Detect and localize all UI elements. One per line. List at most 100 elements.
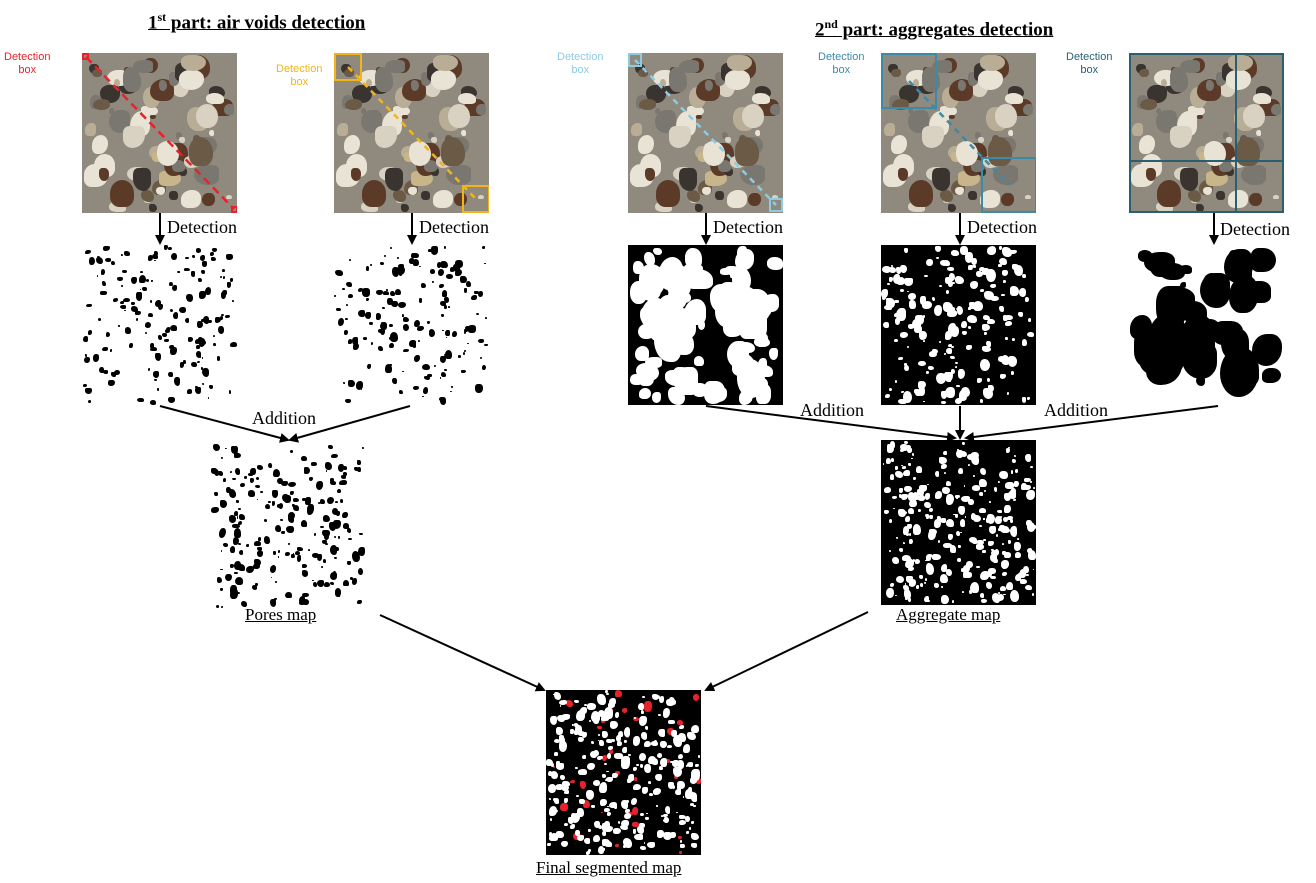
texture-blob — [1018, 312, 1023, 318]
texture-blob — [360, 107, 367, 115]
texture-blob — [239, 550, 243, 555]
texture-blob — [288, 543, 291, 545]
texture-blob — [474, 384, 483, 394]
texture-blob — [692, 694, 699, 702]
texture-blob — [1024, 484, 1031, 490]
texture-blob — [989, 501, 991, 503]
texture-blob — [213, 444, 220, 452]
texture-blob — [274, 525, 281, 532]
texture-blob — [922, 340, 926, 343]
texture-blob — [385, 364, 392, 373]
texture-blob — [114, 78, 120, 87]
texture-blob — [916, 316, 923, 321]
texture-blob — [269, 564, 277, 573]
texture-blob — [894, 380, 898, 383]
texture-blob — [900, 449, 904, 453]
texture-blob — [254, 583, 258, 587]
texture-blob — [1147, 85, 1167, 103]
texture-blob — [905, 596, 909, 601]
texture-blob — [932, 348, 939, 354]
texture-blob — [662, 813, 668, 817]
texture-blob — [352, 551, 360, 563]
texture-blob — [337, 317, 344, 327]
texture-blob — [965, 571, 972, 578]
final-map-label: Final segmented map — [536, 858, 682, 877]
texture-blob — [882, 266, 892, 274]
texture-blob — [704, 380, 726, 405]
texture-blob — [981, 82, 989, 88]
texture-blob — [691, 769, 700, 781]
texture-blob — [407, 186, 418, 196]
texture-blob — [970, 159, 985, 172]
texture-blob — [445, 274, 453, 279]
texture-blob — [136, 397, 144, 403]
texture-blob — [196, 103, 218, 128]
texture-blob — [439, 300, 446, 307]
detection-box-teal-start — [881, 53, 937, 109]
texture-blob — [961, 496, 970, 503]
texture-blob — [460, 369, 467, 374]
texture-blob — [638, 134, 655, 154]
texture-blob — [583, 799, 591, 808]
texture-blob — [289, 449, 293, 453]
texture-blob — [974, 131, 982, 139]
texture-blob — [421, 190, 431, 201]
texture-blob — [632, 736, 641, 746]
texture-blob — [980, 288, 985, 292]
texture-blob — [102, 346, 109, 352]
texture-blob — [624, 813, 631, 819]
texture-blob — [86, 303, 93, 308]
texture-blob — [889, 519, 893, 523]
texture-blob — [482, 246, 485, 250]
texture-blob — [998, 263, 1002, 267]
texture-blob — [924, 493, 931, 500]
texture-blob — [347, 537, 352, 540]
texture-blob — [398, 302, 406, 308]
texture-blob — [412, 252, 419, 259]
texture-blob — [175, 131, 183, 139]
texture-blob — [677, 780, 685, 789]
texture-blob — [443, 246, 446, 249]
texture-blob — [457, 355, 462, 359]
texture-blob — [715, 190, 725, 201]
texture-blob — [631, 821, 639, 828]
texture-blob — [630, 798, 638, 806]
step-detection-3: Detection — [713, 217, 783, 237]
texture-blob — [687, 190, 701, 203]
texture-blob — [654, 773, 663, 782]
texture-blob — [317, 501, 321, 505]
texture-blob — [904, 362, 908, 367]
texture-blob — [324, 461, 332, 471]
texture-blob — [907, 447, 912, 453]
texture-blob — [365, 297, 369, 301]
texture-blob — [954, 397, 962, 404]
texture-blob — [653, 247, 662, 256]
texture-blob — [597, 845, 605, 855]
texture-blob — [256, 465, 263, 470]
texture-blob — [889, 441, 895, 448]
texture-blob — [614, 752, 623, 759]
texture-blob — [421, 395, 424, 398]
texture-blob — [329, 571, 338, 581]
texture-blob — [634, 717, 637, 719]
texture-blob — [173, 376, 181, 386]
texture-blob — [912, 492, 919, 500]
texture-blob — [1193, 318, 1220, 340]
texture-blob — [936, 373, 946, 384]
texture-blob — [1001, 293, 1005, 297]
texture-blob — [954, 494, 960, 499]
texture-blob — [1228, 274, 1258, 313]
texture-blob — [676, 785, 682, 791]
texture-blob — [950, 345, 955, 349]
texture-blob — [209, 130, 215, 137]
texture-blob — [613, 805, 617, 810]
texture-blob — [1199, 273, 1230, 308]
texture-blob — [982, 346, 992, 353]
texture-blob — [468, 325, 477, 333]
texture-blob — [897, 356, 903, 360]
texture-blob — [643, 841, 646, 845]
texture-blob — [277, 477, 284, 485]
texture-blob — [933, 583, 940, 589]
texture-blob — [232, 523, 240, 529]
texture-blob — [339, 480, 347, 485]
